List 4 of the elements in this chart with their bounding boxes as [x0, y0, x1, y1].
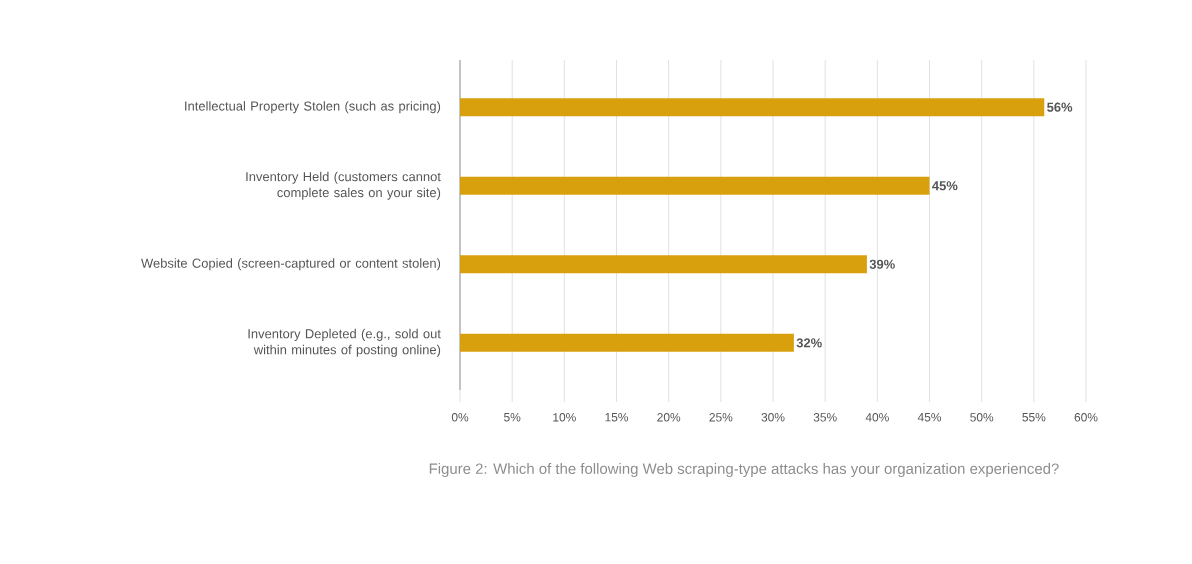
- bar: [460, 333, 794, 352]
- bar: [460, 255, 867, 274]
- bar: [460, 176, 930, 195]
- bar: [460, 98, 1045, 117]
